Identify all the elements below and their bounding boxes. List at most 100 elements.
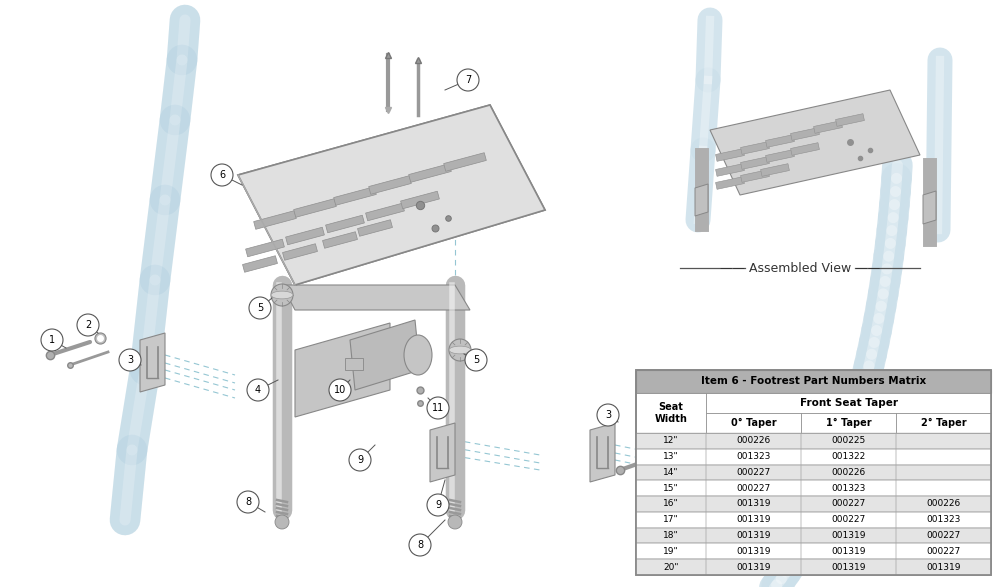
Polygon shape (323, 232, 357, 248)
Text: 3: 3 (127, 355, 133, 365)
Polygon shape (444, 153, 486, 171)
Polygon shape (836, 114, 864, 126)
Circle shape (211, 164, 233, 186)
Bar (801, 433, 896, 449)
Text: 000227: 000227 (831, 500, 866, 508)
Bar (896, 449, 991, 464)
Bar (801, 544, 896, 559)
Bar (706, 464, 801, 480)
Polygon shape (326, 215, 364, 233)
Ellipse shape (271, 291, 293, 299)
Circle shape (77, 314, 99, 336)
Bar (801, 496, 896, 512)
Polygon shape (350, 320, 420, 390)
Circle shape (247, 379, 269, 401)
Bar (896, 496, 991, 512)
Text: Front Seat Taper: Front Seat Taper (800, 398, 898, 408)
Polygon shape (246, 239, 284, 257)
Bar (706, 449, 801, 464)
Text: 000227: 000227 (736, 484, 771, 492)
Bar (706, 512, 801, 528)
Polygon shape (140, 333, 165, 392)
Bar (636, 496, 706, 512)
Text: 1: 1 (685, 450, 691, 460)
Circle shape (457, 69, 479, 91)
Polygon shape (761, 164, 789, 176)
Text: 9: 9 (435, 500, 441, 510)
Text: 000226: 000226 (736, 436, 771, 446)
Bar (801, 480, 896, 496)
Polygon shape (295, 323, 390, 417)
Ellipse shape (449, 346, 471, 354)
Text: 3: 3 (605, 410, 611, 420)
Polygon shape (741, 141, 769, 154)
Circle shape (349, 449, 371, 471)
Bar (345, 358, 363, 370)
Bar (636, 512, 706, 528)
Text: 000227: 000227 (926, 547, 961, 556)
Bar (896, 480, 991, 496)
Text: 1: 1 (49, 335, 55, 345)
Bar (636, 528, 991, 544)
Bar (706, 559, 801, 575)
Bar (636, 559, 991, 575)
Text: 001323: 001323 (736, 452, 771, 461)
Text: 001319: 001319 (831, 547, 866, 556)
Bar (801, 528, 896, 544)
Polygon shape (366, 203, 404, 221)
Bar (636, 464, 706, 480)
Polygon shape (814, 121, 842, 133)
Text: 16": 16" (663, 500, 679, 508)
Bar (896, 528, 991, 544)
Polygon shape (766, 134, 794, 147)
Bar (636, 480, 706, 496)
Bar (636, 433, 991, 449)
Polygon shape (358, 220, 392, 236)
Bar (706, 480, 801, 496)
Bar (636, 528, 706, 544)
Polygon shape (716, 177, 744, 190)
Text: 8: 8 (245, 497, 251, 507)
Polygon shape (238, 105, 545, 285)
Text: 001319: 001319 (736, 547, 771, 556)
Text: 15": 15" (663, 484, 679, 492)
Circle shape (637, 429, 659, 451)
Text: 001319: 001319 (736, 562, 771, 572)
Text: 001319: 001319 (736, 531, 771, 540)
Bar (636, 480, 991, 496)
Text: 2: 2 (645, 435, 651, 445)
Polygon shape (590, 423, 615, 482)
Text: 19": 19" (663, 547, 679, 556)
Text: 6: 6 (219, 170, 225, 180)
Text: 001319: 001319 (736, 500, 771, 508)
Bar (636, 449, 706, 464)
Circle shape (271, 284, 293, 306)
Polygon shape (716, 164, 744, 176)
Polygon shape (238, 105, 545, 285)
Polygon shape (294, 199, 336, 217)
Bar (636, 559, 706, 575)
Bar (801, 512, 896, 528)
Text: Item 6 - Footrest Part Numbers Matrix: Item 6 - Footrest Part Numbers Matrix (701, 376, 926, 386)
Circle shape (275, 515, 289, 529)
Text: 2: 2 (85, 320, 91, 330)
Circle shape (597, 404, 619, 426)
Text: 001319: 001319 (926, 562, 961, 572)
Polygon shape (283, 244, 317, 260)
Bar (706, 433, 801, 449)
Bar (896, 413, 991, 433)
Ellipse shape (404, 335, 432, 375)
Text: 2° Taper: 2° Taper (921, 418, 966, 428)
Bar (801, 449, 896, 464)
Bar (896, 544, 991, 559)
Text: 001323: 001323 (926, 515, 961, 524)
Text: 11: 11 (432, 403, 444, 413)
Text: 17": 17" (663, 515, 679, 524)
Text: 12": 12" (663, 436, 679, 446)
Text: 20": 20" (663, 562, 679, 572)
Text: 001319: 001319 (831, 562, 866, 572)
Text: 13": 13" (663, 452, 679, 461)
Bar (896, 512, 991, 528)
Polygon shape (430, 423, 455, 482)
Bar (706, 544, 801, 559)
